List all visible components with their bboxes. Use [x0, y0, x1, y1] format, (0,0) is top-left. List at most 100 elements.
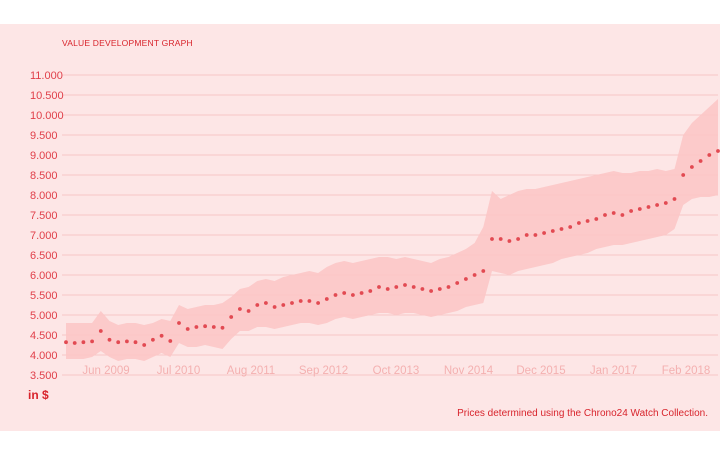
data-point	[429, 289, 433, 293]
source-note: Prices determined using the Chrono24 Wat…	[457, 408, 708, 419]
data-point	[594, 217, 599, 221]
data-point	[411, 285, 416, 289]
y-tick-label: 10.500	[30, 90, 64, 102]
data-point	[351, 293, 355, 297]
data-point	[264, 301, 268, 305]
data-point	[72, 341, 77, 345]
data-point	[107, 337, 112, 342]
data-point	[177, 321, 181, 325]
data-point	[159, 333, 164, 338]
data-point	[64, 340, 68, 345]
data-point	[281, 303, 286, 307]
data-point	[125, 339, 129, 344]
data-point	[611, 211, 616, 215]
data-point	[81, 340, 86, 345]
chart-panel: VALUE DEVELOPMENT GRAPH 11.000 10.500 10.0…	[0, 24, 720, 431]
data-point	[151, 337, 155, 342]
data-point	[559, 227, 564, 231]
x-tick-label: Aug 2011	[227, 365, 275, 377]
x-tick-label: Jun 2009	[82, 365, 129, 377]
data-point	[220, 325, 225, 330]
data-point	[394, 285, 399, 289]
y-axis-unit-label: in $	[28, 388, 49, 402]
data-point	[455, 281, 460, 285]
data-point	[98, 329, 103, 333]
data-point	[672, 197, 677, 201]
y-tick-label: 11.000	[30, 70, 63, 82]
data-point	[420, 287, 425, 291]
data-point	[637, 207, 642, 211]
data-point	[246, 309, 251, 313]
data-point	[707, 153, 712, 157]
data-point	[542, 231, 546, 235]
x-tick-label: Nov 2014	[444, 365, 494, 377]
x-tick-label: Dec 2015	[516, 365, 565, 377]
data-point	[698, 159, 703, 163]
data-point	[203, 324, 208, 329]
y-tick-label: 4.000	[30, 350, 58, 362]
data-point	[446, 285, 451, 289]
data-point	[290, 301, 294, 305]
data-point	[577, 221, 581, 225]
data-point	[437, 287, 442, 291]
data-point	[377, 285, 381, 289]
data-point	[359, 291, 364, 295]
data-point	[568, 225, 573, 229]
data-point	[185, 327, 190, 331]
data-point	[663, 201, 668, 205]
data-point	[238, 307, 242, 311]
y-tick-label: 8.000	[30, 190, 58, 202]
y-tick-label: 10.000	[30, 110, 64, 122]
data-point	[472, 273, 477, 277]
y-tick-label: 7.500	[30, 210, 58, 222]
data-point	[368, 289, 373, 293]
data-point	[194, 325, 199, 329]
data-point	[490, 237, 494, 241]
x-tick-label: Sep 2012	[299, 365, 348, 377]
x-tick-label: Feb 2018	[662, 365, 711, 377]
data-point	[255, 303, 260, 307]
y-tick-label: 4.500	[30, 330, 58, 342]
data-point	[403, 283, 407, 287]
data-point	[620, 213, 625, 217]
y-tick-label: 9.500	[30, 130, 58, 142]
data-point	[272, 305, 277, 309]
data-point	[307, 299, 312, 303]
data-point	[481, 269, 486, 273]
data-point	[716, 149, 720, 153]
data-point	[133, 340, 138, 345]
data-point	[516, 237, 520, 241]
chart-plot: 11.000 10.500 10.000 9.500 9.000 8.500 8.000 7.…	[30, 70, 720, 382]
y-tick-label: 9.000	[30, 150, 58, 162]
price-range-band	[66, 99, 718, 361]
data-point	[324, 297, 329, 301]
data-point	[550, 229, 555, 233]
range-band	[66, 99, 718, 361]
data-point	[533, 233, 538, 237]
data-point	[603, 213, 607, 217]
data-point	[211, 325, 216, 329]
y-tick-label: 5.500	[30, 290, 58, 302]
data-point	[507, 239, 512, 243]
data-point	[585, 219, 590, 223]
data-point	[316, 301, 320, 305]
data-point	[629, 209, 633, 213]
data-point	[333, 293, 338, 297]
data-point	[498, 237, 503, 241]
data-point	[168, 339, 173, 343]
data-point	[342, 291, 347, 295]
x-tick-label: Oct 2013	[373, 365, 420, 377]
y-tick-label: 7.000	[30, 230, 58, 242]
x-tick-label: Jan 2017	[590, 365, 637, 377]
value-series	[64, 149, 720, 347]
data-point	[690, 165, 694, 169]
data-point	[655, 203, 659, 207]
y-tick-label: 8.500	[30, 170, 58, 182]
y-tick-label: 6.500	[30, 250, 58, 262]
y-tick-label: 5.000	[30, 310, 58, 322]
x-axis-ticks: Jun 2009 Jul 2010 Aug 2011 Sep 2012 Oct 2013…	[82, 365, 710, 377]
data-point	[229, 315, 234, 319]
data-point	[385, 287, 390, 291]
x-tick-label: Jul 2010	[157, 365, 200, 377]
data-point	[90, 339, 94, 344]
